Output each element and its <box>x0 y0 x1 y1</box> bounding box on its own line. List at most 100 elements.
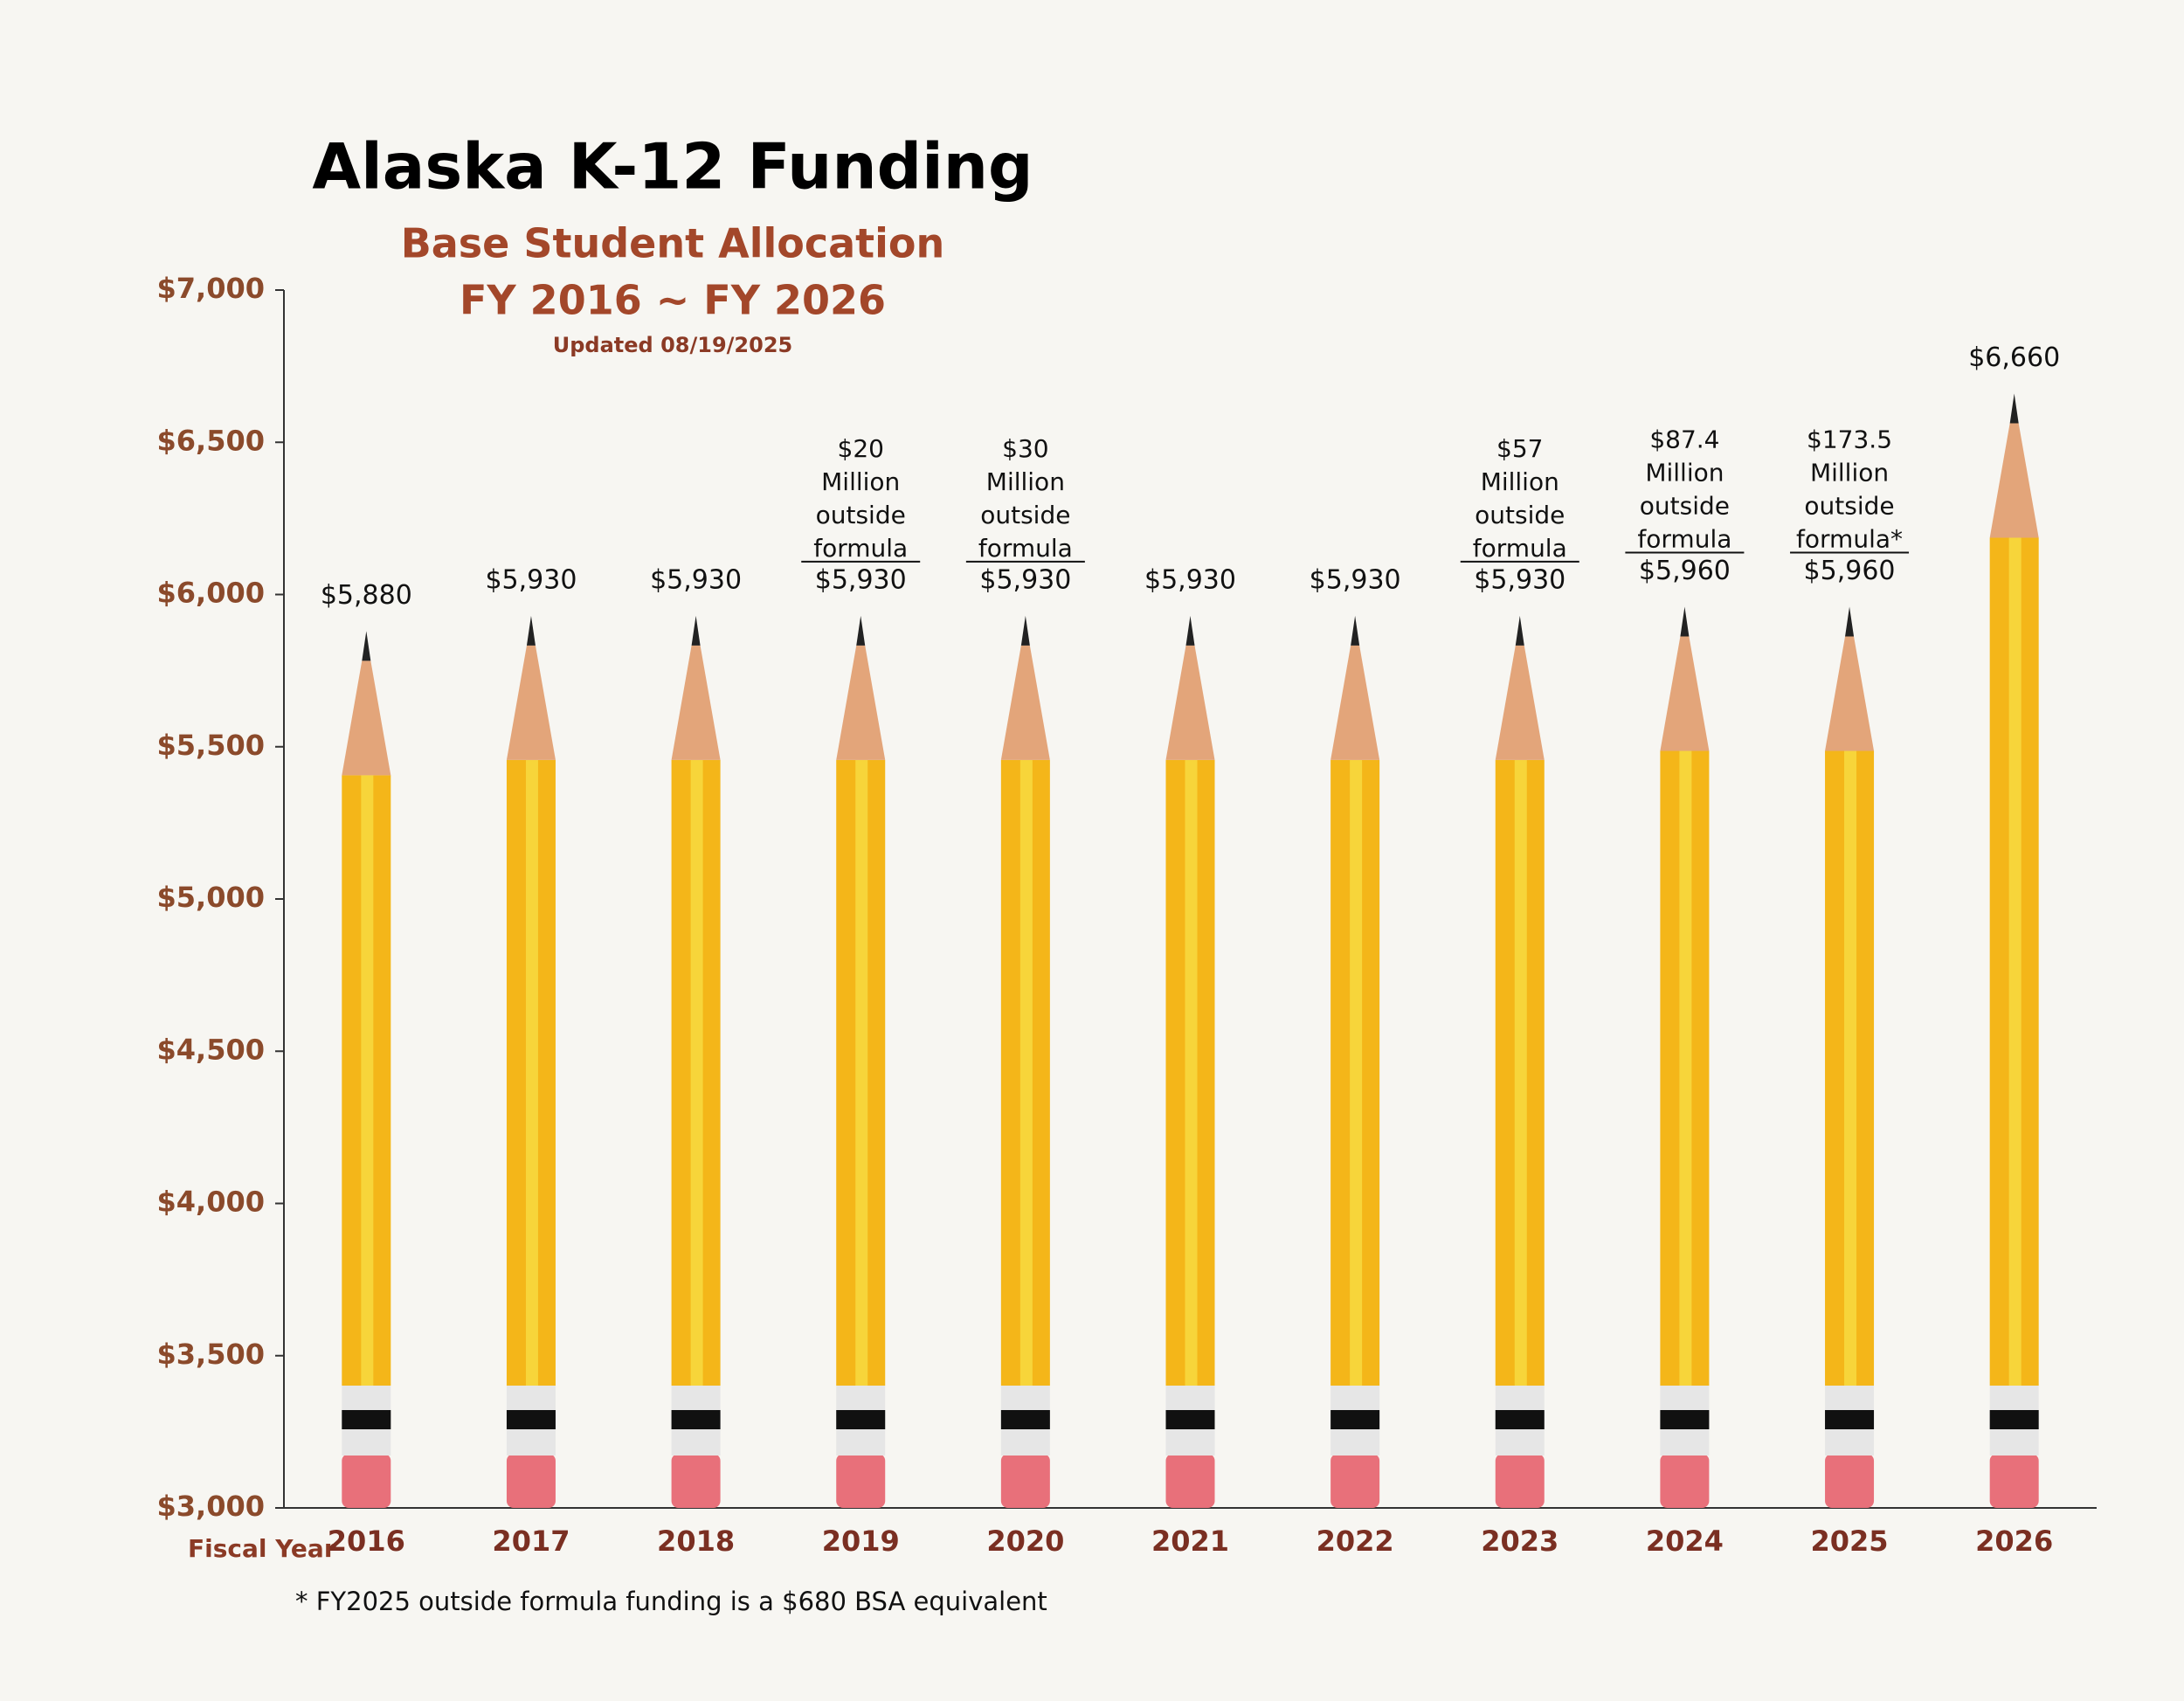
value-label: $5,930 <box>815 564 907 595</box>
pencil-wood <box>342 660 391 776</box>
x-tick-label: 2019 <box>822 1525 900 1558</box>
pencil-band <box>1330 1410 1380 1429</box>
annotation-line: $30 <box>1002 434 1048 463</box>
pencil-eraser <box>1825 1454 1875 1508</box>
pencil-band <box>1495 1410 1545 1429</box>
pencil-band <box>671 1410 721 1429</box>
pencil-eraser <box>342 1454 391 1508</box>
annotation-line: outside <box>1804 491 1894 520</box>
pencil-highlight <box>2008 537 2022 1386</box>
x-tick-label: 2017 <box>492 1525 570 1558</box>
pencil-lead <box>1845 606 1855 637</box>
pencil-band <box>342 1410 391 1429</box>
annotation-line: Million <box>821 467 900 496</box>
annotation-line: outside <box>1640 491 1730 520</box>
annotation-line: Million <box>1481 467 1559 496</box>
chart-subtitle: Base Student Allocation <box>401 220 945 267</box>
pencil-lead <box>1020 615 1030 646</box>
pencil-band <box>1165 1410 1215 1429</box>
pencil-bar <box>1495 615 1545 1508</box>
pencil-bar <box>342 631 391 1508</box>
pencil-lead <box>362 631 371 661</box>
pencil-bar <box>1330 615 1380 1508</box>
pencil-lead <box>526 615 536 646</box>
chart-period: FY 2016 ~ FY 2026 <box>460 277 886 324</box>
pencil-lead <box>691 615 701 646</box>
pencil-bar <box>1660 606 1710 1508</box>
y-tick-label: $3,000 <box>157 1490 265 1523</box>
pencil-band <box>1660 1410 1710 1429</box>
x-tick-label: 2024 <box>1646 1525 1724 1558</box>
pencil-eraser <box>1330 1454 1380 1508</box>
annotation-line: formula* <box>1796 524 1903 553</box>
x-tick-label: 2020 <box>986 1525 1064 1558</box>
y-tick-label: $3,500 <box>157 1338 265 1371</box>
pencil-highlight <box>1185 759 1198 1386</box>
pencil-eraser <box>1000 1454 1050 1508</box>
updated-note: Updated 08/19/2025 <box>553 333 792 357</box>
x-axis-label: Fiscal Year <box>188 1534 336 1563</box>
pencil-lead <box>856 615 866 646</box>
pencil-lead <box>1185 615 1195 646</box>
y-tick-label: $6,500 <box>157 424 265 457</box>
annotation-line: $173.5 <box>1807 425 1892 453</box>
pencil-band <box>1989 1410 2039 1429</box>
pencil-eraser <box>1495 1454 1545 1508</box>
annotation-line: Million <box>1645 458 1724 487</box>
pencil-bar <box>836 615 886 1508</box>
pencil-wood <box>671 645 721 760</box>
pencil-lead <box>1515 615 1524 646</box>
value-label: $5,930 <box>1474 564 1565 595</box>
pencil-band <box>1000 1410 1050 1429</box>
annotation-line: $20 <box>838 434 884 463</box>
pencil-bar <box>671 615 721 1508</box>
annotation-line: outside <box>980 501 1070 529</box>
value-label: $5,880 <box>321 580 412 611</box>
pencil-wood <box>1660 636 1710 751</box>
pencil-bar <box>1825 606 1875 1508</box>
pencil-eraser <box>1660 1454 1710 1508</box>
annotation-line: formula <box>978 534 1073 563</box>
pencil-highlight <box>690 759 703 1386</box>
value-label: $6,660 <box>1968 342 2060 373</box>
x-tick-label: 2023 <box>1481 1525 1559 1558</box>
x-tick-label: 2026 <box>1975 1525 2053 1558</box>
y-tick-label: $7,000 <box>157 272 265 305</box>
pencil-lead <box>1680 606 1690 637</box>
annotation-line: formula <box>1473 534 1567 563</box>
pencil-wood <box>1495 645 1545 760</box>
chart-title: Alaska K-12 Funding <box>312 130 1033 204</box>
value-label: $5,930 <box>1310 564 1401 595</box>
x-tick-label: 2021 <box>1151 1525 1229 1558</box>
pencil-bar <box>1000 615 1050 1508</box>
pencil-wood <box>1825 636 1875 751</box>
footnote: * FY2025 outside formula funding is a $6… <box>295 1587 1047 1616</box>
annotation-line: outside <box>1475 501 1565 529</box>
annotation-line: formula <box>1637 524 1731 553</box>
pencil-band <box>506 1410 556 1429</box>
value-label: $5,930 <box>979 564 1071 595</box>
pencil-wood <box>1165 645 1215 760</box>
pencil-eraser <box>506 1454 556 1508</box>
value-label: $5,930 <box>1144 564 1236 595</box>
pencil-highlight <box>1514 759 1527 1386</box>
y-tick-label: $5,000 <box>157 881 265 914</box>
pencil-highlight <box>1019 759 1033 1386</box>
annotation-line: $87.4 <box>1649 425 1719 453</box>
pencil-wood <box>1000 645 1050 760</box>
y-tick-label: $6,000 <box>157 577 265 610</box>
pencil-bar <box>1165 615 1215 1508</box>
annotation-line: outside <box>816 501 906 529</box>
x-tick-label: 2022 <box>1317 1525 1394 1558</box>
pencil-lead <box>2009 393 2019 424</box>
pencil-eraser <box>1165 1454 1215 1508</box>
pencil-eraser <box>836 1454 886 1508</box>
annotation-line: formula <box>813 534 908 563</box>
pencil-highlight <box>525 759 538 1386</box>
pencil-lead <box>1351 615 1360 646</box>
value-label: $5,960 <box>1804 556 1896 586</box>
pencil-eraser <box>1989 1454 2039 1508</box>
annotation-line: Million <box>1810 458 1889 487</box>
pencil-wood <box>836 645 886 760</box>
